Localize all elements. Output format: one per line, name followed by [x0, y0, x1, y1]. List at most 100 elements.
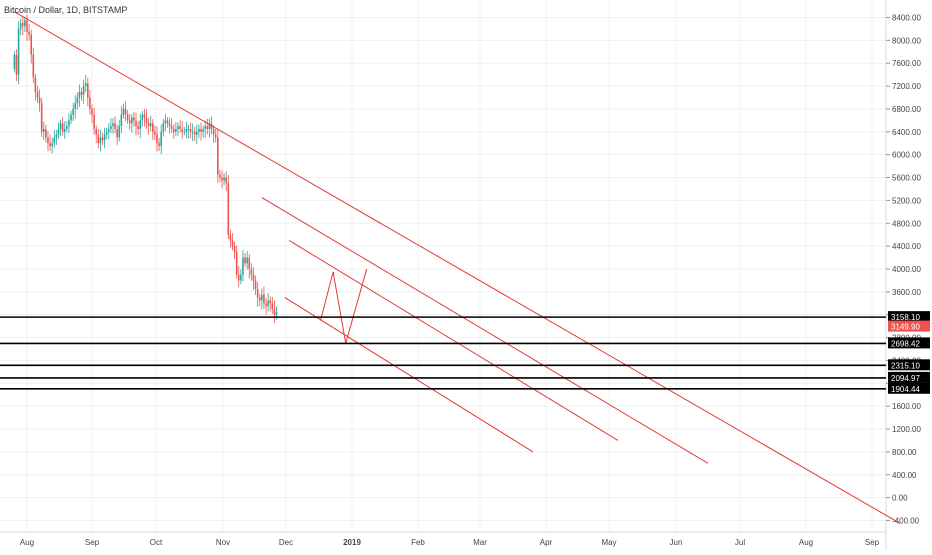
price-axis[interactable]: -400.000.00400.00800.001200.001600.00200… — [886, 14, 921, 526]
candle-body — [179, 126, 181, 129]
candle-body — [274, 309, 276, 315]
candle-body — [171, 126, 173, 129]
candle-body — [26, 20, 28, 31]
candle-body — [121, 115, 123, 126]
candle-body — [85, 83, 87, 86]
level-price-label: 1904.44 — [891, 385, 920, 394]
candle-body — [64, 129, 66, 132]
candle-body — [165, 120, 167, 123]
candles — [14, 15, 278, 323]
time-tick-label: May — [601, 538, 616, 547]
price-tick-label: 1600.00 — [892, 402, 921, 411]
candle-body — [125, 109, 127, 115]
candle-body — [162, 123, 164, 132]
candle-body — [251, 269, 253, 275]
candle-body — [196, 132, 198, 135]
candle-body — [244, 258, 246, 264]
price-tick-label: 8400.00 — [892, 14, 921, 23]
candle-body — [102, 138, 104, 141]
candle-body — [49, 143, 51, 146]
trend-line[interactable] — [321, 272, 334, 321]
candle-body — [51, 143, 53, 146]
level-price-label: 2094.97 — [891, 374, 920, 383]
candle-body — [28, 32, 30, 35]
price-tick-label: 5200.00 — [892, 196, 921, 205]
candle-body — [53, 138, 55, 144]
candle-body — [173, 129, 175, 132]
candle-body — [160, 132, 162, 146]
trend-line[interactable] — [289, 240, 618, 440]
candle-body — [95, 129, 97, 135]
time-tick-label: Aug — [799, 538, 813, 547]
candle-body — [158, 143, 160, 146]
candle-body — [223, 178, 225, 181]
trend-line[interactable] — [14, 12, 900, 524]
chart-title: Bitcoin / Dollar, 1D, BITSTAMP — [4, 5, 127, 15]
candle-body — [234, 246, 236, 252]
candle-body — [269, 300, 271, 303]
candle-body — [43, 129, 45, 132]
price-tick-label: 800.00 — [892, 448, 917, 457]
candle-body — [272, 303, 274, 309]
candle-body — [248, 258, 250, 269]
candle-body — [207, 126, 209, 129]
candle-body — [137, 126, 139, 129]
candle-body — [133, 118, 135, 121]
candle-body — [81, 92, 83, 95]
candle-body — [246, 258, 248, 264]
candle-body — [104, 135, 106, 141]
trend-line[interactable] — [333, 272, 346, 343]
trend-line[interactable] — [346, 269, 367, 343]
candle-body — [129, 120, 131, 123]
candle-body — [66, 126, 68, 129]
candle-body — [60, 123, 62, 129]
candle-body — [87, 83, 89, 97]
price-tick-label: 1200.00 — [892, 425, 921, 434]
time-tick-label: Jul — [735, 538, 745, 547]
candle-body — [100, 138, 102, 144]
candle-body — [238, 275, 240, 281]
candle-body — [58, 129, 60, 135]
candle-body — [56, 135, 58, 138]
trend-drawings[interactable] — [14, 12, 900, 524]
candle-body — [152, 123, 154, 132]
candle-body — [114, 123, 116, 129]
level-price-label: 2315.10 — [891, 361, 920, 370]
price-tick-label: 6400.00 — [892, 128, 921, 137]
candle-body — [213, 129, 215, 135]
price-tick-label: 6000.00 — [892, 151, 921, 160]
candle-body — [91, 109, 93, 115]
price-tick-label: 3600.00 — [892, 288, 921, 297]
candle-body — [110, 126, 112, 129]
trend-line[interactable] — [262, 198, 708, 464]
candle-body — [219, 175, 221, 178]
candle-body — [118, 126, 120, 137]
time-tick-label: Dec — [279, 538, 293, 547]
candle-body — [37, 92, 39, 98]
candle-body — [177, 126, 179, 129]
candle-body — [47, 138, 49, 144]
candle-body — [240, 275, 242, 281]
time-tick-label: Sep — [865, 538, 880, 547]
candle-body — [70, 115, 72, 121]
candle-body — [16, 55, 18, 75]
candle-body — [259, 298, 261, 301]
candle-body — [83, 86, 85, 95]
candle-body — [30, 35, 32, 55]
candle-body — [253, 275, 255, 281]
price-tick-label: 400.00 — [892, 471, 917, 480]
candle-body — [215, 135, 217, 138]
candle-body — [276, 312, 278, 315]
candle-body — [204, 126, 206, 129]
candle-body — [150, 123, 152, 126]
candle-body — [97, 135, 99, 144]
time-tick-label: Sep — [85, 538, 100, 547]
candle-body — [93, 115, 95, 129]
price-tick-label: 7600.00 — [892, 59, 921, 68]
time-tick-label: Oct — [150, 538, 163, 547]
candle-body — [200, 129, 202, 132]
horizontal-levels[interactable] — [0, 317, 886, 389]
time-axis[interactable]: AugSepOctNovDec2019FebMarAprMayJunJulAug… — [20, 538, 880, 547]
